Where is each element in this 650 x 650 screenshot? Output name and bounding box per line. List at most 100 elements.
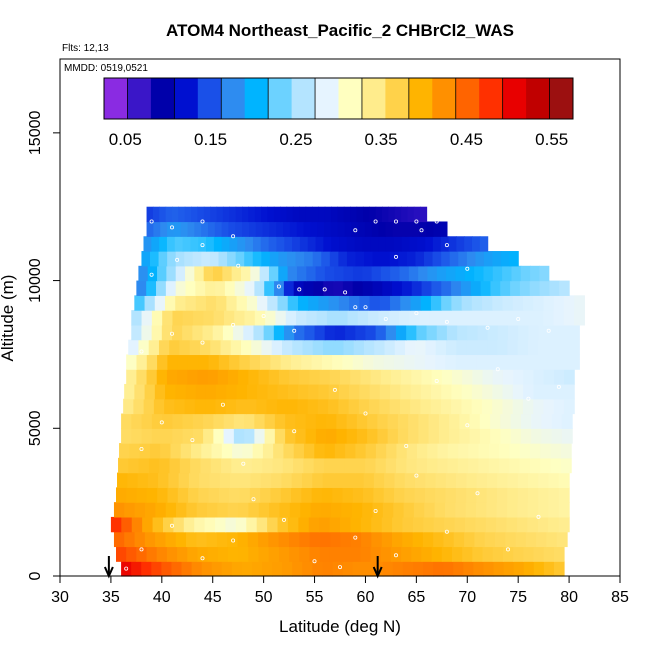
heatmap-cell <box>144 295 156 311</box>
sample-point <box>231 234 236 239</box>
heatmap-cell <box>355 324 367 341</box>
arrow-head <box>372 566 383 579</box>
heatmap-cell <box>192 251 202 267</box>
heatmap-cell <box>279 502 291 518</box>
heatmap-cell <box>435 487 447 503</box>
heatmap-cell <box>475 516 487 533</box>
heatmap-cell <box>307 236 317 252</box>
heatmap-cell <box>203 413 214 429</box>
sample-point <box>200 219 205 224</box>
heatmap-cell <box>134 383 146 400</box>
heatmap-cell <box>265 310 277 326</box>
heatmap-cell <box>322 339 334 356</box>
heatmap-cell <box>383 354 395 370</box>
heatmap-cell <box>158 339 170 356</box>
heatmap-cell <box>220 339 232 356</box>
heatmap-cell <box>262 443 274 459</box>
heatmap-cell <box>232 443 243 459</box>
heatmap-cell <box>362 236 371 252</box>
heatmap-cell <box>466 339 478 356</box>
heatmap-cell <box>195 280 206 296</box>
heatmap-cell <box>359 295 371 311</box>
heatmap-cell <box>151 428 163 444</box>
heatmap-cell <box>553 561 565 577</box>
heatmap-cell <box>411 369 423 385</box>
heatmap-cell <box>324 324 336 341</box>
heatmap-cell <box>558 339 570 356</box>
heatmap-cell <box>538 502 549 518</box>
heatmap-cell <box>217 502 229 518</box>
heatmap-cell <box>380 546 392 562</box>
heatmap-cell <box>500 428 512 444</box>
heatmap-cell <box>517 516 529 533</box>
heatmap-cell <box>558 354 570 370</box>
heatmap-cell <box>218 354 230 370</box>
heatmap-cell <box>423 561 434 577</box>
heatmap-cell <box>355 251 365 267</box>
heatmap-cell <box>155 502 167 518</box>
colorbar-tick-label: 0.45 <box>450 130 483 149</box>
sample-point <box>297 287 302 292</box>
heatmap-cell <box>156 280 167 296</box>
heatmap-cell <box>423 516 435 533</box>
heatmap-cell <box>268 531 280 548</box>
heatmap-cell <box>540 443 552 459</box>
heatmap-cell <box>349 295 360 311</box>
heatmap-cell <box>315 413 327 429</box>
heatmap-cell <box>378 236 387 252</box>
sample-point <box>353 228 358 233</box>
heatmap-cell <box>158 251 168 267</box>
heatmap-cell <box>517 339 529 356</box>
sample-point <box>556 384 561 389</box>
heatmap-cell <box>362 206 370 223</box>
heatmap-cell <box>201 561 213 577</box>
sample-point <box>363 411 368 416</box>
sample-point <box>281 517 286 522</box>
heatmap-cell <box>500 413 512 429</box>
heatmap-cell <box>254 206 262 223</box>
heatmap-cell <box>248 369 260 385</box>
heatmap-cell <box>464 531 475 548</box>
heatmap-cell <box>322 472 334 488</box>
heatmap-cell <box>548 354 560 370</box>
heatmap-cell <box>483 561 495 577</box>
heatmap-cell <box>354 457 366 474</box>
heatmap-cell <box>218 487 230 503</box>
heatmap-cell <box>142 516 154 533</box>
heatmap-cell <box>254 428 266 444</box>
heatmap-cell <box>281 339 293 356</box>
heatmap-cell <box>330 221 339 237</box>
sample-point <box>414 473 419 478</box>
mmdd-note: MMDD: 0519,0521 <box>64 63 148 74</box>
colorbar-swatch <box>479 78 504 119</box>
heatmap-cell <box>412 531 424 548</box>
sample-point <box>516 316 521 321</box>
heatmap-cell <box>512 398 524 415</box>
heatmap-cell <box>330 531 342 548</box>
heatmap-cell <box>215 398 227 415</box>
heatmap-cell <box>399 310 410 326</box>
heatmap-cell <box>517 354 529 370</box>
heatmap-cell <box>124 502 136 518</box>
heatmap-cell <box>451 398 463 415</box>
heatmap-cell <box>284 236 293 252</box>
heatmap-cell <box>393 354 405 370</box>
heatmap-cell <box>289 221 298 237</box>
heatmap-cell <box>289 369 300 385</box>
heatmap-cell <box>406 251 417 267</box>
heatmap-cell <box>523 546 535 562</box>
heatmap-cell <box>189 339 201 356</box>
heatmap-cell <box>471 295 483 311</box>
heatmap-cell <box>433 531 445 548</box>
sample-point <box>337 565 342 570</box>
heatmap-cell <box>370 236 379 252</box>
heatmap-cell <box>131 516 143 533</box>
heatmap-cell <box>269 251 280 267</box>
heatmap-cell <box>195 295 207 311</box>
heatmap-cell <box>548 339 560 356</box>
heatmap-cell <box>558 324 570 341</box>
heatmap-cell <box>365 324 377 341</box>
heatmap-cell <box>538 339 550 356</box>
heatmap-cell <box>401 369 412 385</box>
heatmap-cell <box>363 472 375 488</box>
